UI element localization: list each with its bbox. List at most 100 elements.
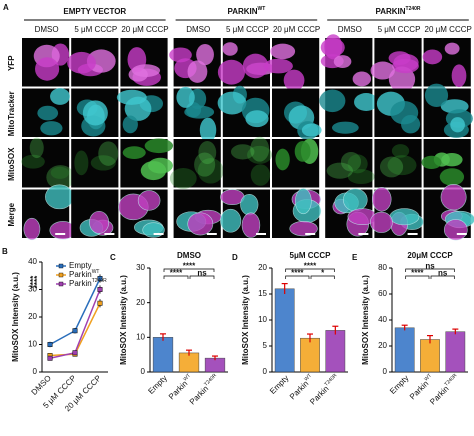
y-axis-label: MitoSOX Intensity (a.u.) <box>361 275 370 365</box>
scale-bar <box>358 233 369 235</box>
significance: **** <box>304 262 317 271</box>
cell <box>247 145 273 164</box>
significance: ns <box>197 269 207 278</box>
panel-label: E <box>352 253 358 262</box>
line <box>49 278 101 346</box>
cell <box>198 140 217 165</box>
cell <box>342 188 368 212</box>
cell <box>391 144 410 158</box>
group-header-main: PARKIN <box>375 7 405 16</box>
cell <box>50 88 70 105</box>
cell <box>424 83 449 108</box>
cell <box>319 89 346 113</box>
legend-entry: ParkinT240R <box>69 278 107 288</box>
bar <box>300 337 320 373</box>
cell <box>176 86 195 108</box>
bar <box>420 339 440 373</box>
legend-entry-main: Parkin <box>69 270 92 279</box>
y-tick-label: 10 <box>258 315 267 324</box>
point <box>72 350 78 356</box>
point <box>47 342 53 347</box>
cell <box>23 217 41 241</box>
cell <box>196 44 214 66</box>
significance: **** <box>33 275 42 288</box>
cell <box>443 219 468 241</box>
y-tick-label: 80 <box>378 263 387 272</box>
cell <box>270 43 296 60</box>
cell <box>421 155 442 170</box>
group-header: EMPTY VECTOR <box>63 7 126 16</box>
scale-bar <box>104 233 115 235</box>
cell <box>450 117 465 133</box>
cell <box>67 51 96 74</box>
bar <box>152 337 174 373</box>
cell <box>283 69 305 91</box>
cell <box>217 91 247 115</box>
cell <box>197 158 224 184</box>
cell <box>217 59 246 85</box>
cell <box>245 110 269 128</box>
cell <box>21 154 45 169</box>
y-tick-label: 30 <box>28 285 37 294</box>
significance: **** <box>291 269 304 278</box>
scale-bar <box>153 233 164 235</box>
y-tick-label: 30 <box>136 263 145 272</box>
row-label: MitoSOX <box>7 147 16 181</box>
chart-title: 5μM CCCP <box>290 251 332 260</box>
scale-bar <box>206 233 217 235</box>
x-tick-label: DMSO <box>30 374 53 397</box>
cell <box>45 184 74 210</box>
x-tick-label-sup: WT <box>303 373 313 383</box>
micrograph <box>222 139 270 188</box>
cell <box>263 58 293 74</box>
cell <box>241 212 261 238</box>
x-tick-label-main: Empty <box>147 374 169 396</box>
bracket <box>163 275 189 279</box>
group-header-sup: T240R <box>406 6 421 12</box>
panel-label: A <box>3 3 9 12</box>
cell <box>333 55 352 68</box>
cell <box>74 150 89 176</box>
panel-label: C <box>110 253 116 262</box>
cell <box>122 115 138 134</box>
x-tick-label: ParkinT240R <box>428 373 462 407</box>
row-label: MitoTracker <box>7 91 16 136</box>
y-tick-label: 20 <box>378 341 387 350</box>
significance: **** <box>170 269 183 278</box>
cell <box>230 144 255 160</box>
cell <box>29 137 44 159</box>
micrograph <box>325 139 373 188</box>
bracket <box>310 275 335 279</box>
cell <box>116 89 147 105</box>
legend-entry-main: Empty <box>69 261 92 270</box>
bar <box>274 288 295 373</box>
column-label: 20 μM CCCP <box>273 25 320 34</box>
row-label: YFP <box>7 55 16 71</box>
y-tick-label: 10 <box>28 340 37 349</box>
cell <box>187 60 208 83</box>
cell <box>50 166 70 179</box>
chart-title: DMSO <box>177 251 201 260</box>
bracket <box>189 275 215 279</box>
bar <box>178 352 200 373</box>
bracket <box>405 268 455 272</box>
y-tick-label: 0 <box>141 367 146 376</box>
row-label: Merge <box>7 202 16 226</box>
cell <box>275 148 290 171</box>
chart-title: 20μM CCCP <box>407 251 453 260</box>
cell <box>301 123 322 137</box>
significance: **** <box>183 262 196 271</box>
x-tick-label: Empty <box>268 374 290 396</box>
cell <box>326 162 353 179</box>
cell <box>122 146 146 159</box>
y-tick-label: 0 <box>33 367 38 376</box>
x-tick-label-sup: T240R <box>444 373 459 388</box>
cell <box>90 155 116 171</box>
scale-bar <box>407 233 418 235</box>
x-tick-label: Empty <box>388 374 410 396</box>
cell <box>169 47 192 63</box>
y-tick-label: 40 <box>28 257 37 266</box>
point <box>47 355 53 361</box>
cell <box>187 212 214 236</box>
